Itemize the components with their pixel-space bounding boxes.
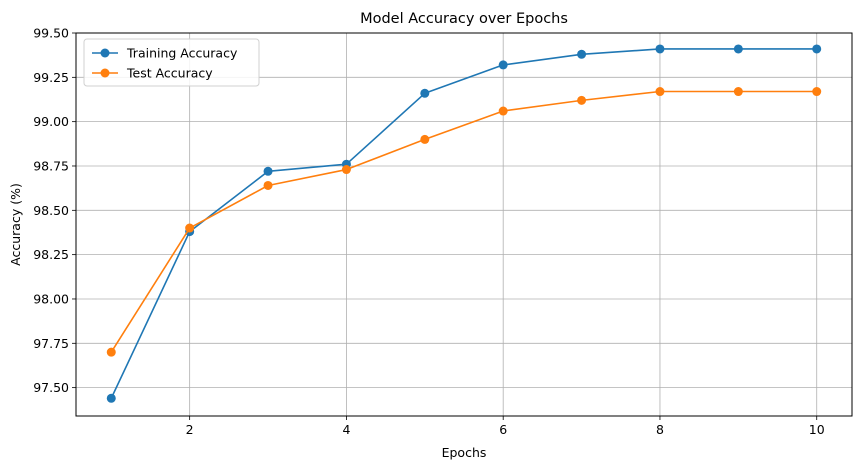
chart-title: Model Accuracy over Epochs — [360, 11, 568, 27]
x-tick-label: 10 — [809, 422, 825, 437]
series-0 — [106, 44, 822, 403]
axis-ticks: 2 4 6 8 10 97.50 97.75 98.00 98.25 98.50 98.75 99.0… — [33, 26, 825, 438]
x-tick-label: 2 — [186, 422, 194, 437]
x-tick-label: 6 — [499, 422, 507, 437]
data-point — [263, 180, 273, 190]
data-point — [812, 87, 822, 97]
legend-label: Training Accuracy — [126, 46, 238, 61]
data-point — [655, 87, 665, 97]
data-point — [733, 44, 743, 54]
legend: Training Accuracy Test Accuracy — [83, 38, 260, 87]
data-point — [655, 44, 665, 54]
series-line — [110, 90, 817, 353]
y-axis-label: Accuracy (%) — [8, 183, 23, 266]
series-1 — [106, 87, 822, 357]
data-point — [733, 87, 743, 97]
plot-series — [106, 44, 822, 403]
data-point — [812, 44, 822, 54]
y-tick-label: 98.25 — [33, 247, 69, 262]
y-tick-label: 99.25 — [33, 70, 69, 85]
data-point — [420, 88, 430, 98]
y-tick-label: 98.50 — [33, 203, 69, 218]
data-point — [498, 106, 508, 116]
data-point — [420, 134, 430, 144]
data-point — [263, 166, 273, 176]
legend-entry: Test Accuracy — [92, 66, 213, 81]
y-tick-label: 99.00 — [33, 114, 69, 129]
data-point — [185, 223, 195, 233]
data-point — [341, 165, 351, 175]
y-tick-label: 98.75 — [33, 158, 69, 173]
series-line — [110, 48, 817, 399]
legend-box — [83, 38, 260, 87]
x-tick-label: 8 — [656, 422, 664, 437]
y-tick-label: 98.00 — [33, 291, 69, 306]
legend-entry: Training Accuracy — [92, 46, 238, 61]
data-point — [498, 60, 508, 70]
y-tick-label: 97.50 — [33, 380, 69, 395]
y-tick-label: 97.75 — [33, 336, 69, 351]
x-tick-label: 4 — [342, 422, 350, 437]
data-point — [577, 95, 587, 105]
legend-marker — [100, 68, 110, 78]
x-axis-label: Epochs — [442, 445, 487, 460]
data-point — [106, 393, 116, 403]
data-point — [577, 49, 587, 59]
legend-marker — [100, 48, 110, 58]
legend-label: Test Accuracy — [126, 66, 213, 81]
plot-frame — [75, 32, 853, 417]
y-tick-label: 99.50 — [33, 26, 69, 41]
data-point — [106, 347, 116, 357]
